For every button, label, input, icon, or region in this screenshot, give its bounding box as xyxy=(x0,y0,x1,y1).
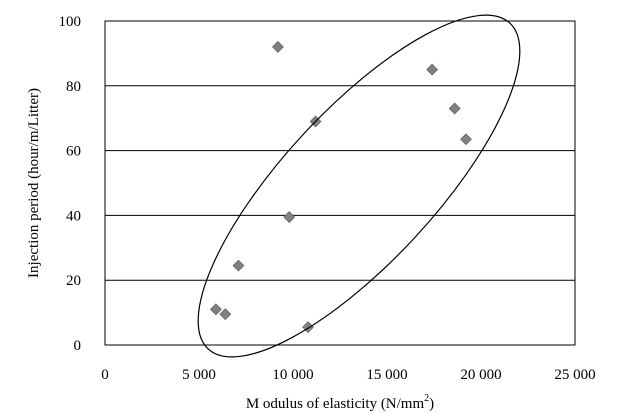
y-tick-label: 60 xyxy=(66,144,81,160)
y-tick-label: 40 xyxy=(66,208,81,224)
y-axis-title: Injection period (hour/m/Litter) xyxy=(26,88,42,278)
x-tick-label: 0 xyxy=(101,367,109,383)
data-point xyxy=(448,102,461,115)
y-tick-label: 100 xyxy=(59,14,82,30)
y-tick-labels: 0 20 40 60 80 100 xyxy=(59,14,82,354)
data-point xyxy=(209,303,222,316)
x-tick-label: 5 000 xyxy=(182,367,216,383)
data-points xyxy=(209,40,472,334)
y-tick-label: 20 xyxy=(66,273,81,289)
x-axis-title-suffix: ) xyxy=(429,396,434,412)
data-point xyxy=(232,259,245,272)
data-point xyxy=(272,40,284,53)
x-tick-label: 15 000 xyxy=(366,367,407,383)
x-tick-labels: 0 5 000 10 000 15 000 20 000 25 000 xyxy=(101,367,595,383)
y-tick-label: 80 xyxy=(66,79,81,95)
data-point xyxy=(426,63,439,76)
cluster-ellipse xyxy=(197,14,521,358)
x-tick-label: 10 000 xyxy=(272,367,313,383)
plot-area-frame xyxy=(104,20,576,346)
x-axis-title: M odulus of elasticity (N/mm2) xyxy=(246,393,434,412)
x-axis-title-superscript: 2 xyxy=(424,393,429,404)
data-point xyxy=(283,211,296,223)
data-point xyxy=(460,133,472,146)
y-tick-label: 0 xyxy=(74,338,82,354)
data-point xyxy=(219,308,232,321)
grid-lines xyxy=(105,85,575,281)
x-tick-label: 25 000 xyxy=(554,367,595,383)
x-tick-label: 20 000 xyxy=(460,367,501,383)
x-axis-title-main: M odulus of elasticity (N/mm xyxy=(246,396,425,412)
